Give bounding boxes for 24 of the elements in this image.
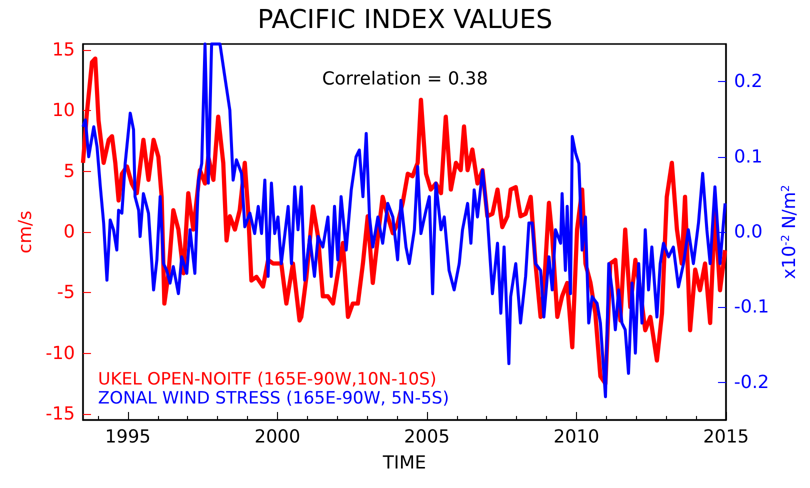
y2-tick-label: 0.0 [734,222,763,242]
chart-title: PACIFIC INDEX VALUES [258,5,552,35]
text: UKEL OPEN-NOITF (165E-90W,10N-10S) [98,370,436,390]
y-tick-label: -10 [46,342,75,364]
y2-axis-title: x10-2 N/m2 [779,184,800,280]
x-tick-label: 2015 [703,426,749,448]
text: ZONAL WIND STRESS (165E-90W, 5N-5S) [98,388,450,408]
x-tick-label: 2005 [404,426,450,448]
annotation: Correlation = 0.38 [322,68,488,90]
y-tick-label: 5 [64,160,75,182]
x-tick-label: 2010 [554,426,600,448]
x-axis-title: TIME [382,452,426,474]
y-tick-label: 15 [52,40,75,61]
y2-tick-label: 0.2 [734,71,763,92]
x-tick-label: 1995 [104,426,151,448]
y-tick-label: -15 [46,403,75,424]
x-tick-label: 2000 [254,426,300,448]
y-tick-label: 10 [52,100,75,122]
y2-tick-label: -0.1 [734,296,770,318]
y-tick-label: -5 [57,282,75,304]
y-tick-label: 0 [64,222,75,242]
y2-tick-label: 0.1 [734,146,763,168]
y2-tick-label: -0.2 [734,372,770,393]
y-axis-title: cm/s [15,210,36,254]
